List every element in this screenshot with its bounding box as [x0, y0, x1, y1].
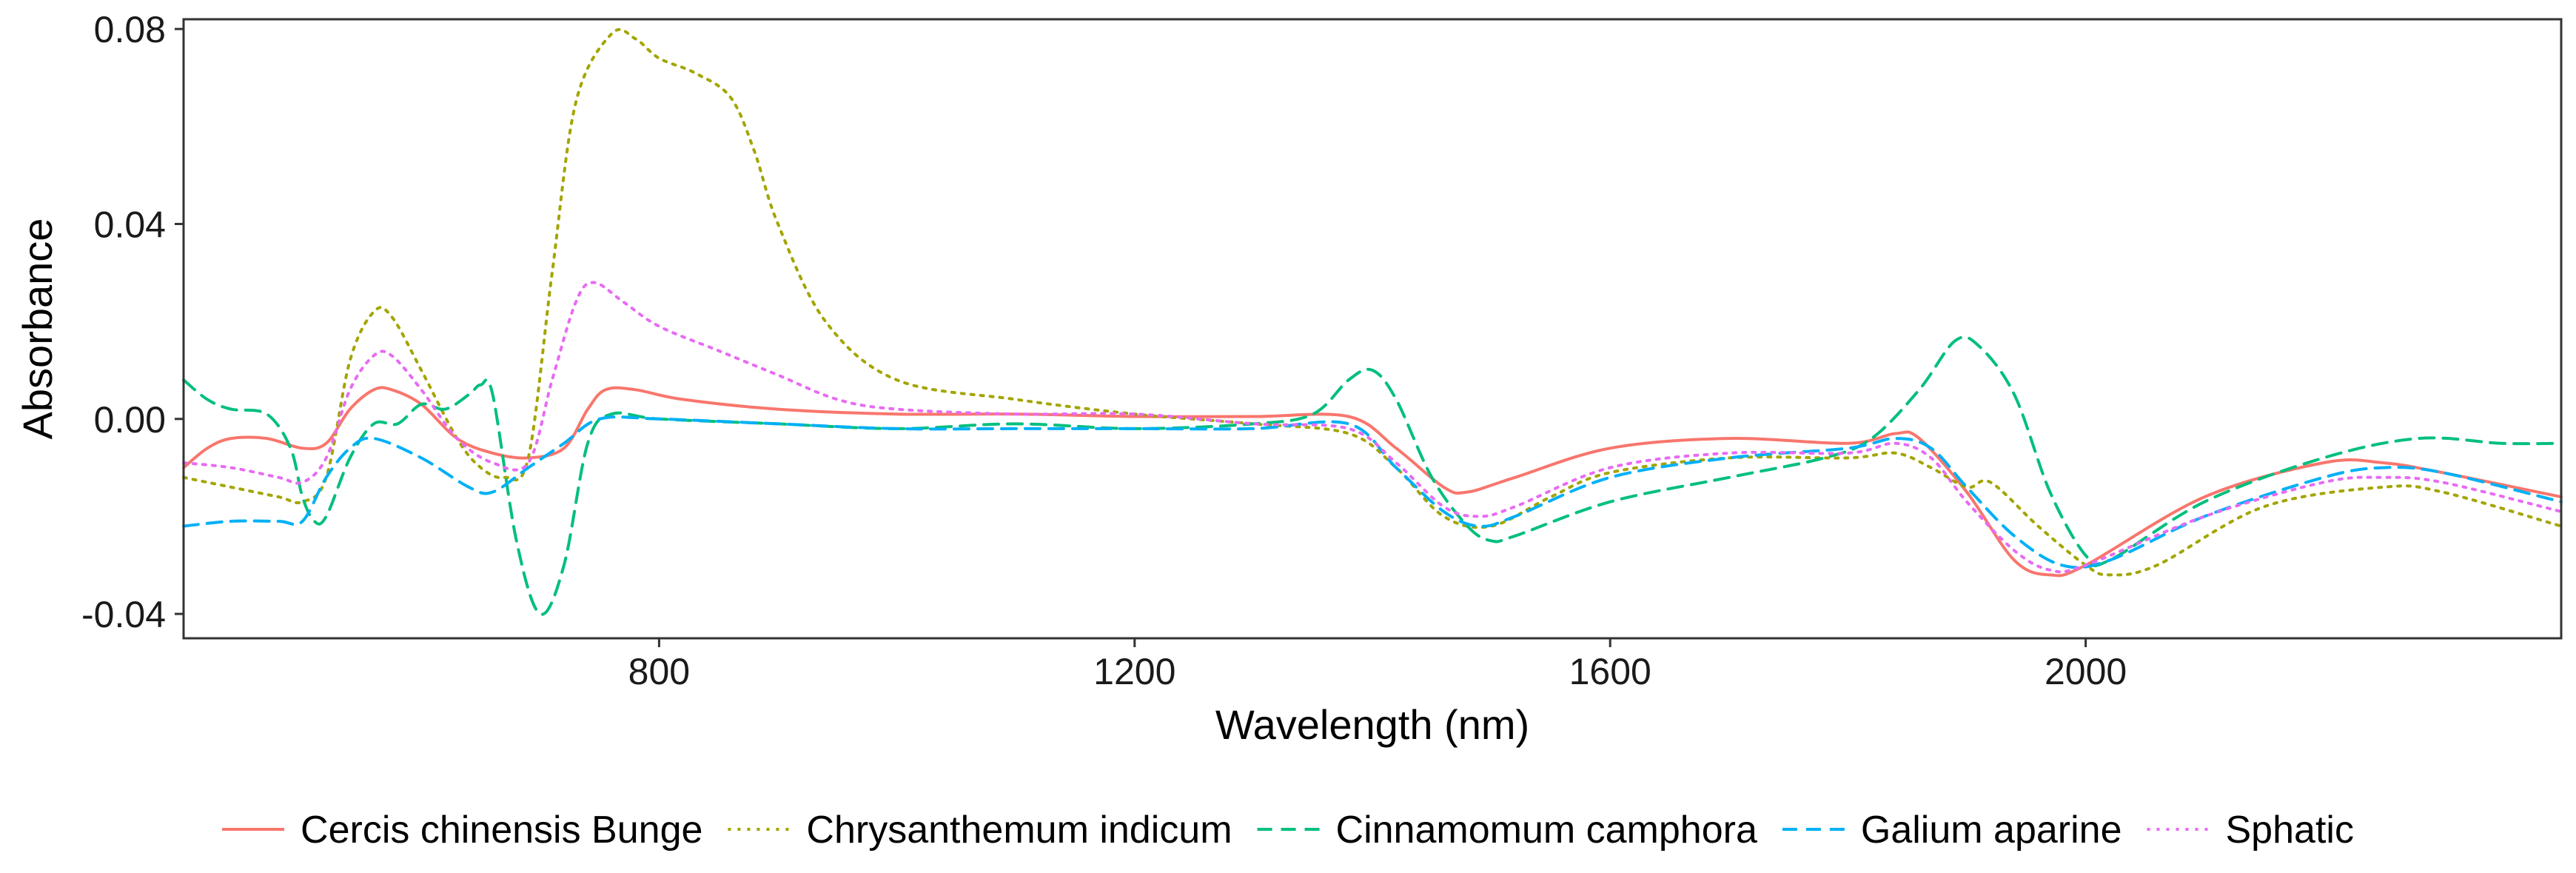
series-line-5 [182, 281, 2563, 574]
legend-label-5: Sphatic [2226, 809, 2354, 852]
x-tick-label: 800 [628, 651, 690, 692]
series-line-1 [182, 386, 2563, 578]
plot-border [182, 18, 2563, 640]
series-line-4 [182, 415, 2563, 569]
legend-item-3: Cinnamomum camphora [1257, 809, 1757, 852]
x-tick-label: 1600 [1569, 651, 1651, 692]
legend-label-3: Cinnamomum camphora [1336, 809, 1757, 852]
legend-item-1: Cercis chinensis Bunge [222, 809, 702, 852]
y-axis-title: Absorbance [14, 218, 61, 440]
legend-item-2: Chrysanthemum indicum [728, 809, 1232, 852]
y-tick-label: 0.08 [94, 9, 166, 50]
legend-label-4: Galium aparine [1861, 809, 2122, 852]
series-line-3 [182, 335, 2563, 616]
legend-label-2: Chrysanthemum indicum [806, 809, 1232, 852]
legend-item-5: Sphatic [2147, 809, 2354, 852]
axes-layer: 800 1200 1600 2000 -0.04 0.00 0.04 0.08 [81, 9, 2127, 692]
x-tick-label: 2000 [2045, 651, 2127, 692]
legend: Cercis chinensis Bunge Chrysanthemum indi… [222, 809, 2354, 852]
series-layer [182, 27, 2563, 616]
legend-label-1: Cercis chinensis Bunge [301, 809, 702, 852]
legend-item-4: Galium aparine [1782, 809, 2122, 852]
x-tick-label: 1200 [1093, 651, 1175, 692]
y-tick-label: 0.04 [94, 204, 166, 245]
x-axis-title: Wavelength (nm) [1215, 701, 1529, 748]
y-tick-label: 0.00 [94, 399, 166, 441]
y-tick-label: -0.04 [81, 594, 166, 635]
series-line-2 [182, 27, 2563, 577]
